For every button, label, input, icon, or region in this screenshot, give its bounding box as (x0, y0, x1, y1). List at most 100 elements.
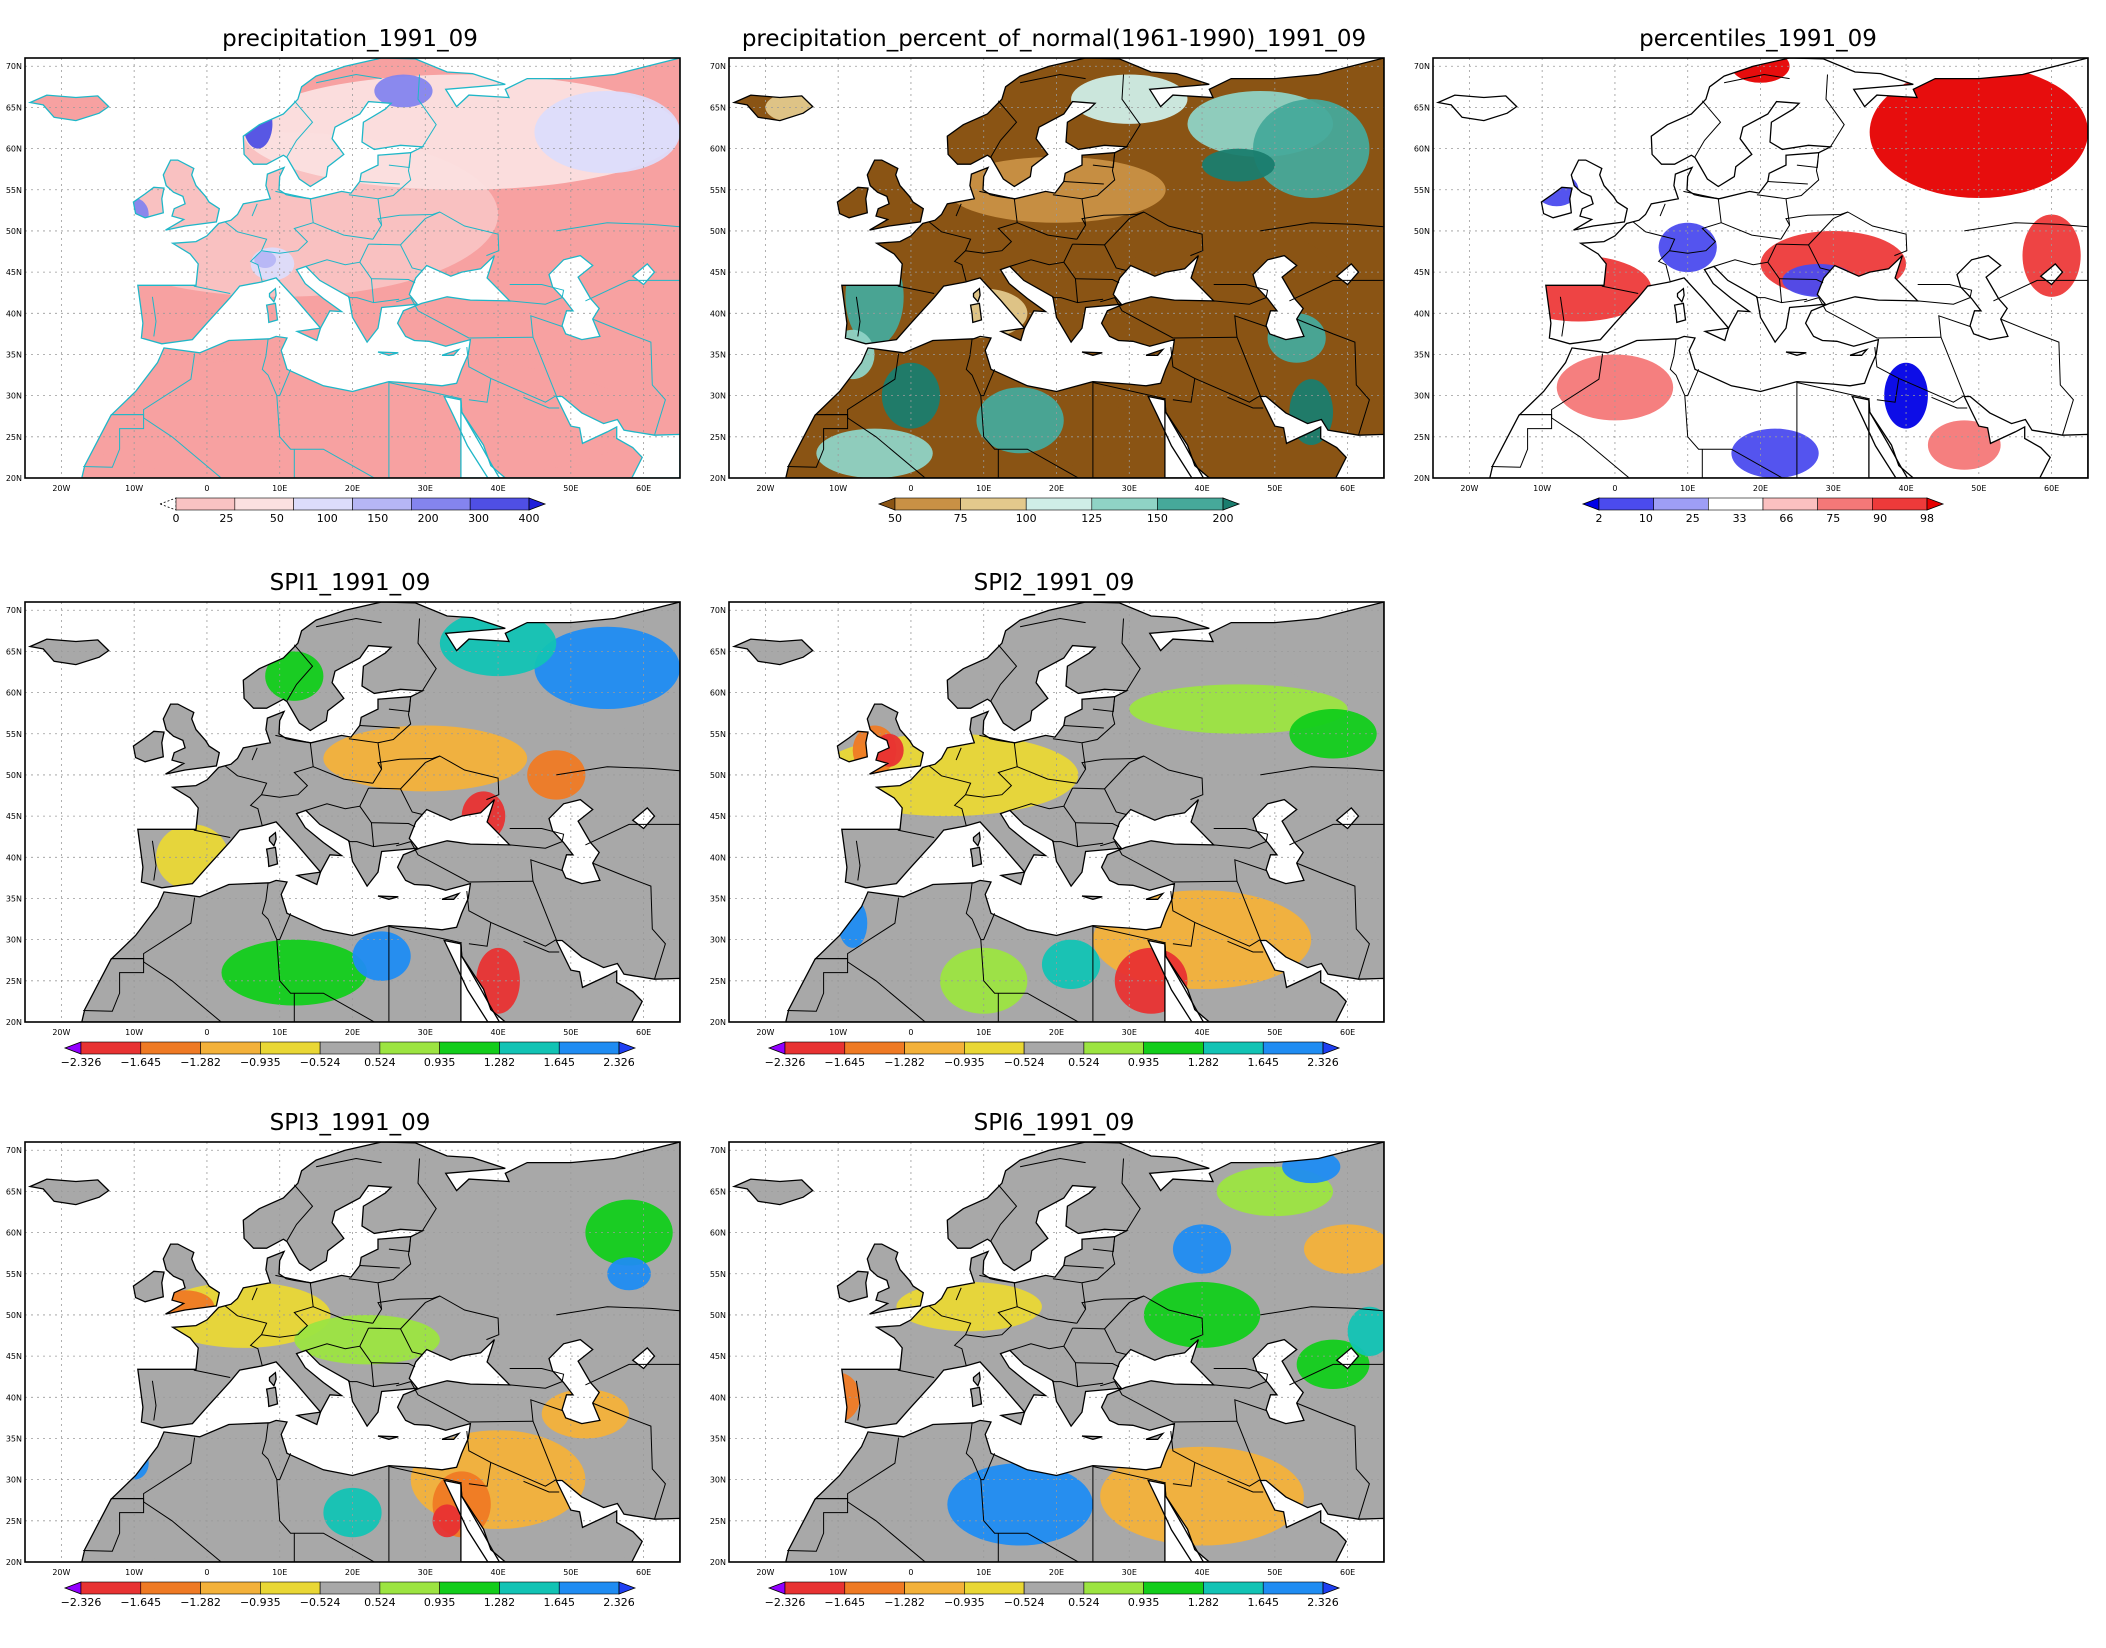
colorbar-label: 75 (1826, 512, 1840, 525)
map-frame (728, 1141, 1385, 1563)
lon-tick-label: 30E (1122, 1568, 1137, 1577)
colorbar-label: 1.282 (1188, 1056, 1220, 1069)
colorbar-label: 1.645 (543, 1056, 575, 1069)
data-field (729, 58, 1384, 478)
sea-caspian (1253, 255, 1304, 340)
lat-tick-label: 35N (710, 350, 726, 359)
lat-tick-label: 25N (6, 977, 22, 986)
lon-tick-label: 40E (1194, 1568, 1209, 1577)
colorbar-segment (1203, 1581, 1264, 1595)
colorbar-segment (894, 497, 961, 511)
value-region (2022, 214, 2081, 297)
lat-tick-label: 65N (6, 1187, 22, 1196)
colorbar: 0 25 50 100 150 200 300 400 (158, 497, 547, 525)
lon-tick-label: 40E (1194, 1028, 1209, 1037)
colorbar-label: 1.645 (1247, 1596, 1279, 1609)
colorbar: −2.326 −1.645 −1.282 −0.935 −0.524 0.524 0.935… (61, 1041, 637, 1069)
data-field (1433, 58, 2088, 478)
ocean-mask (25, 58, 680, 478)
colorbar-label: −0.935 (240, 1056, 281, 1069)
map-svg: 20N 25N 30N 35N 40N 45N 50N 55N 60N 65N 70N 20W 10W 0… (6, 1141, 681, 1609)
colorbar-segment (319, 1581, 381, 1595)
lat-tick-label: 35N (710, 1434, 726, 1443)
value-region (1303, 1224, 1384, 1274)
lon-tick-label: 10E (272, 1028, 287, 1037)
colorbar-segment (877, 497, 896, 511)
lat-tick-label: 20N (6, 1018, 22, 1027)
lat-tick-label: 65N (710, 1187, 726, 1196)
colorbar-segment (260, 1581, 321, 1595)
lat-tick-label: 55N (6, 186, 22, 195)
lon-tick-label: 60E (2044, 484, 2059, 493)
colorbar-label: 2 (1596, 512, 1603, 525)
coastlines (27, 1142, 680, 1562)
colorbar-segment (439, 1041, 500, 1055)
colorbar-segment (379, 1041, 440, 1055)
colorbar-label: 200 (418, 512, 439, 525)
lat-tick-label: 50N (710, 771, 726, 780)
lon-tick-label: 0 (204, 484, 209, 493)
sea-caspian (549, 255, 600, 340)
lat-tick-label: 60N (6, 689, 22, 698)
lon-tick-label: 10E (976, 1028, 991, 1037)
coastlines (731, 602, 1384, 1022)
colorbar-label: 300 (468, 512, 489, 525)
colorbar-segment (499, 1581, 560, 1595)
lon-tick-label: 50E (1971, 484, 1986, 493)
colorbar-label: 400 (519, 512, 540, 525)
colorbar-label: −1.282 (180, 1056, 221, 1069)
value-region (1172, 1224, 1232, 1274)
map-svg: 20N 25N 30N 35N 40N 45N 50N 55N 60N 65N 70N 20W 10W 0… (6, 57, 681, 525)
colorbar-label: 1.282 (484, 1596, 516, 1609)
value-region (1041, 939, 1101, 990)
colorbar-segment (1203, 1041, 1264, 1055)
lon-tick-label: 30E (418, 1028, 433, 1037)
colorbar-label: −1.645 (120, 1596, 161, 1609)
colorbar-segment (63, 1041, 82, 1055)
lat-tick-label: 20N (710, 1018, 726, 1027)
colorbar-label: 50 (888, 512, 902, 525)
land-ireland (837, 187, 868, 218)
lon-tick-label: 20W (1460, 484, 1478, 493)
lon-tick-label: 10W (125, 1568, 143, 1577)
lon-tick-label: 50E (1267, 484, 1282, 493)
colorbar-segment (260, 1041, 321, 1055)
colorbar-label: −0.524 (300, 1596, 341, 1609)
lat-tick-label: 60N (710, 689, 726, 698)
colorbar-label: 0 (173, 512, 180, 525)
lat-tick-label: 30N (710, 936, 726, 945)
lat-tick-label: 60N (710, 145, 726, 154)
lat-tick-label: 20N (6, 474, 22, 483)
land-iceland (30, 639, 109, 665)
map-panel-percentiles: percentiles_1991_09 20N 25N 30N 35N 40N 45N 50… (1408, 20, 2106, 560)
colorbar-label: −1.645 (824, 1596, 865, 1609)
lon-tick-label: 30E (1122, 484, 1137, 493)
value-region (1927, 420, 2001, 470)
lat-tick-label: 35N (6, 1434, 22, 1443)
value-region (1347, 1306, 1384, 1357)
colorbar-label: −0.524 (300, 1056, 341, 1069)
ocean-mask (729, 58, 1384, 478)
lon-tick-label: 10E (272, 1568, 287, 1577)
panel-title: SPI1_1991_09 (269, 570, 431, 596)
colorbar-segment (352, 497, 412, 511)
country-borders (83, 73, 680, 478)
map-frame (1432, 57, 2089, 479)
map-panel-spi1: SPI1_1991_09 20N 25N 30N 35N 40N 45N 50N 55N 60N… (0, 564, 700, 1104)
lat-tick-label: 40N (6, 853, 22, 862)
colorbar: 50 75 100 125 150 200 (877, 497, 1241, 525)
lat-tick-label: 65N (710, 103, 726, 112)
colorbar-segment (1598, 497, 1654, 511)
colorbar-segment (1262, 1041, 1324, 1055)
colorbar-segment (469, 497, 530, 511)
lat-tick-label: 45N (710, 1352, 726, 1361)
colorbar-label: 0.524 (364, 1056, 396, 1069)
lon-tick-label: 30E (1826, 484, 1841, 493)
colorbar-segment (293, 497, 353, 511)
lat-tick-label: 55N (1414, 186, 1430, 195)
country-borders (83, 617, 680, 1022)
coastlines (27, 602, 680, 1022)
value-region (294, 1314, 440, 1365)
colorbar-label: −1.282 (180, 1596, 221, 1609)
colorbar-label: 98 (1920, 512, 1934, 525)
